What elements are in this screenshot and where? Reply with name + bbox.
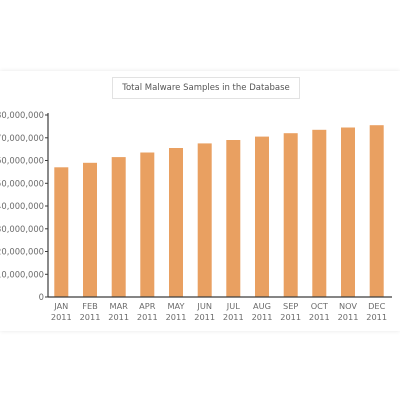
y-tick-label-1: 10,000,000 xyxy=(0,269,44,279)
x-tick-label-year-8: 2011 xyxy=(280,312,301,322)
y-tick-label-7: 70,000,000 xyxy=(0,133,44,143)
bar-5 xyxy=(197,143,212,297)
bar-7 xyxy=(255,136,269,297)
y-tick-label-8: 80,000,000 xyxy=(0,110,44,120)
x-tick-label-year-5: 2011 xyxy=(194,312,215,322)
x-tick-label-year-1: 2011 xyxy=(80,312,101,322)
y-tick-label-5: 50,000,000 xyxy=(0,178,44,188)
x-tick-label-9: OCT xyxy=(311,301,329,311)
y-tick-label-0: 0 xyxy=(39,292,44,302)
bar-6 xyxy=(226,140,241,297)
bar-0 xyxy=(54,167,69,297)
x-tick-label-4: MAY xyxy=(167,301,185,311)
x-tick-label-3: APR xyxy=(139,301,156,311)
x-tick-label-year-0: 2011 xyxy=(51,312,72,322)
x-tick-label-7: AUG xyxy=(253,301,271,311)
y-tick-label-2: 20,000,000 xyxy=(0,247,44,257)
x-tick-label-year-3: 2011 xyxy=(137,312,158,322)
bar-11 xyxy=(369,125,384,297)
x-tick-label-1: FEB xyxy=(82,301,98,311)
x-tick-label-year-6: 2011 xyxy=(223,312,244,322)
bar-4 xyxy=(169,148,183,297)
bar-9 xyxy=(312,129,327,297)
bar-1 xyxy=(83,162,97,297)
x-tick-label-year-7: 2011 xyxy=(252,312,273,322)
y-tick-label-6: 60,000,000 xyxy=(0,156,44,166)
x-tick-label-5: JUN xyxy=(196,301,212,311)
x-tick-label-year-9: 2011 xyxy=(309,312,330,322)
x-tick-label-year-4: 2011 xyxy=(166,312,187,322)
x-tick-label-year-10: 2011 xyxy=(338,312,359,322)
chart-title: Total Malware Samples in the Database xyxy=(112,77,300,99)
bar-3 xyxy=(140,152,155,297)
x-tick-label-6: JUL xyxy=(226,301,240,311)
y-tick-label-4: 40,000,000 xyxy=(0,201,44,211)
bar-10 xyxy=(341,127,355,297)
x-tick-label-10: NOV xyxy=(339,301,357,311)
bar-2 xyxy=(111,157,126,297)
x-tick-label-year-11: 2011 xyxy=(366,312,387,322)
x-tick-label-8: SEP xyxy=(283,301,298,311)
y-tick-label-3: 30,000,000 xyxy=(0,224,44,234)
x-tick-label-0: JAN xyxy=(53,301,68,311)
x-tick-label-2: MAR xyxy=(110,301,129,311)
x-tick-label-11: DEC xyxy=(368,301,385,311)
bar-8 xyxy=(283,133,298,297)
x-tick-label-year-2: 2011 xyxy=(108,312,129,322)
